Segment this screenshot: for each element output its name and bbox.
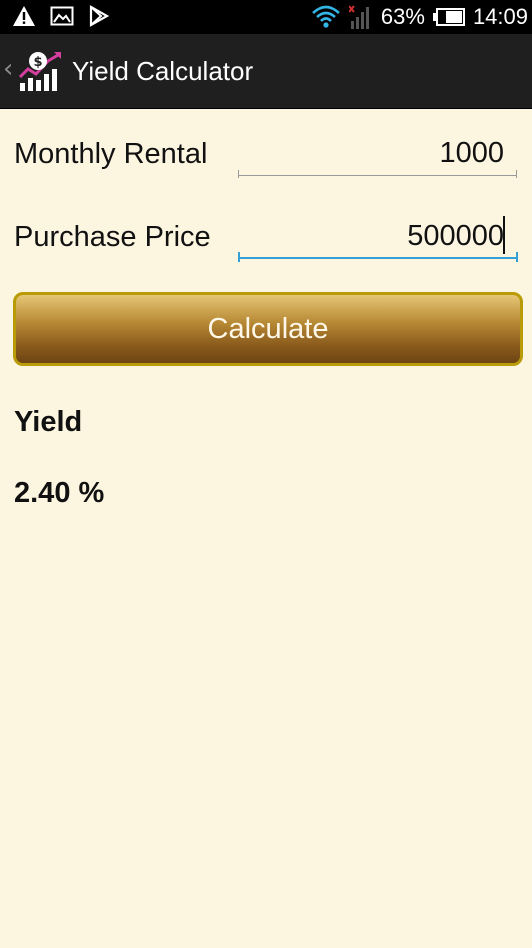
calculate-button[interactable]: Calculate (13, 292, 523, 366)
action-bar: ‹ $ Yield Calculator (0, 34, 532, 109)
purchase-price-input[interactable] (238, 215, 516, 259)
battery-percent: 63% (380, 4, 425, 29)
clock: 14:09 (472, 4, 528, 29)
monthly-rental-label: Monthly Rental (14, 138, 208, 170)
warning-icon (12, 5, 36, 27)
image-icon (50, 5, 74, 27)
svg-text:$: $ (33, 55, 42, 70)
wifi-icon (311, 4, 341, 30)
text-cursor (503, 216, 505, 254)
signal-icon (348, 4, 373, 30)
chevron-left-icon[interactable]: ‹ (3, 54, 14, 84)
page-title: Yield Calculator (72, 56, 254, 86)
notification-icons (12, 5, 110, 27)
status-bar: 63% 14:09 (0, 0, 532, 34)
system-icons: 63% 14:09 (311, 0, 528, 34)
purchase-price-underline (238, 252, 518, 262)
yield-value: 2.40 % (14, 477, 105, 509)
yield-heading: Yield (14, 406, 83, 438)
yield-chart-icon[interactable]: $ (18, 49, 62, 93)
purchase-price-label: Purchase Price (14, 221, 211, 253)
battery-icon (432, 7, 465, 27)
play-store-icon (88, 5, 110, 27)
monthly-rental-underline (238, 170, 517, 178)
monthly-rental-input[interactable] (238, 132, 516, 176)
